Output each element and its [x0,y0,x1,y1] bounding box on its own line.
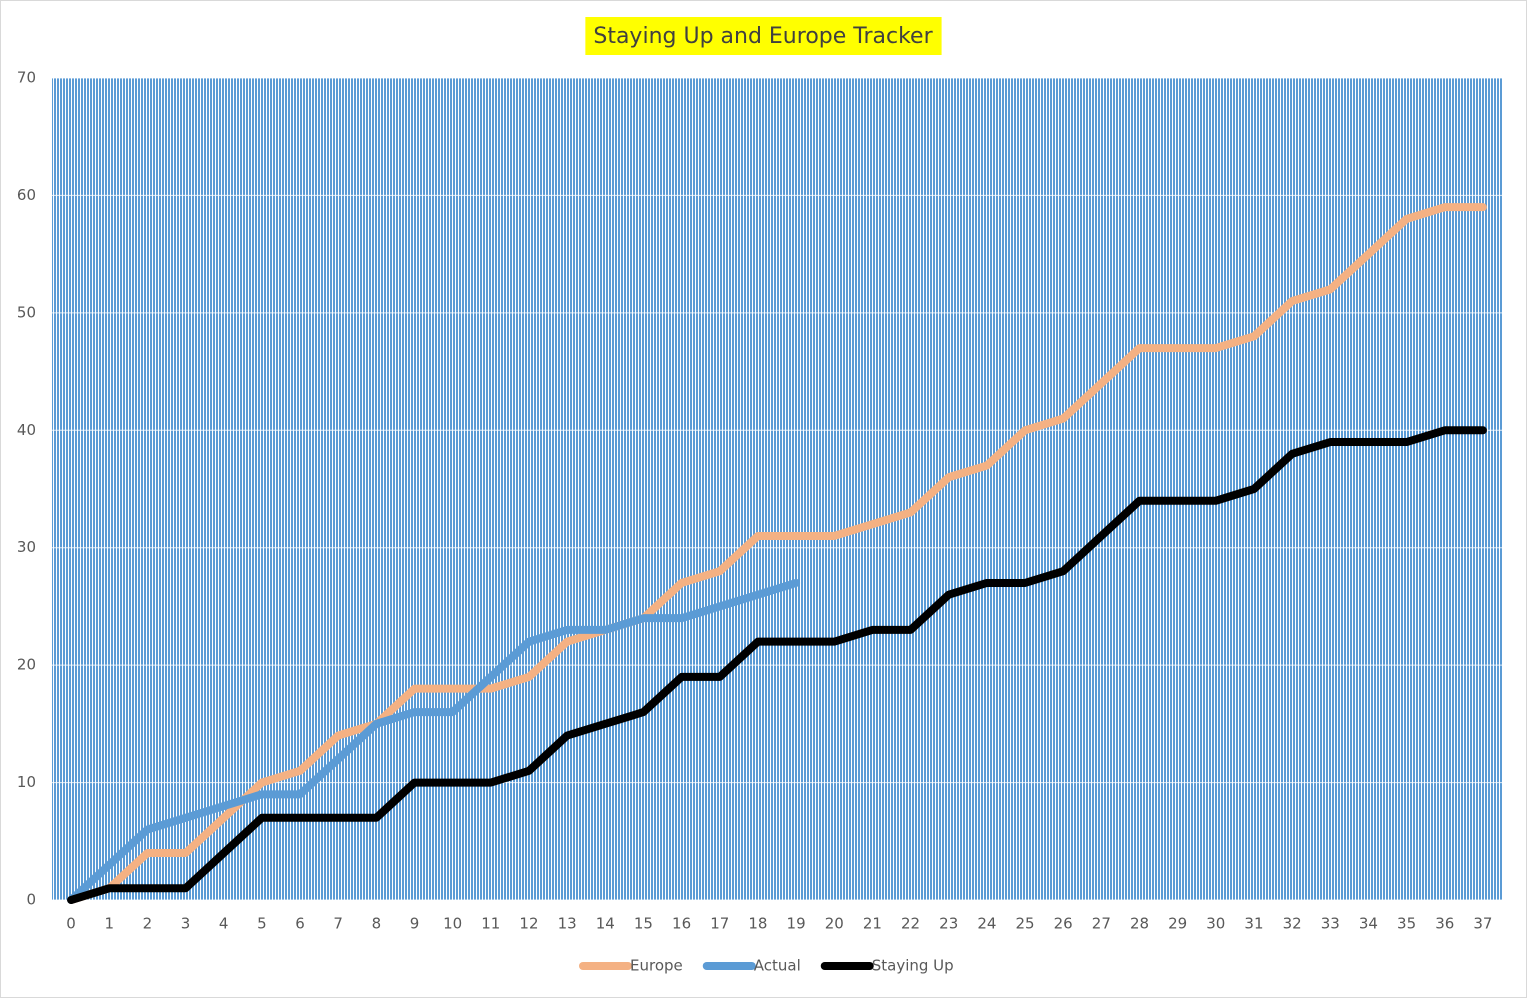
x-tick-label: 10 [443,915,462,933]
x-tick-label: 13 [558,915,577,933]
x-tick-label: 36 [1435,915,1454,933]
x-tick-label: 5 [257,915,267,933]
x-tick-label: 19 [787,915,806,933]
y-tick-label: 10 [17,773,36,791]
series-line [67,426,1487,904]
x-tick-label: 28 [1130,915,1149,933]
x-tick-label: 31 [1244,915,1263,933]
y-tick-label: 40 [17,421,36,439]
x-tick-label: 27 [1092,915,1111,933]
x-tick-label: 22 [901,915,920,933]
x-tick-label: 24 [977,915,996,933]
x-tick-label: 15 [634,915,653,933]
legend-label: Actual [754,957,801,975]
x-tick-label: 33 [1321,915,1340,933]
x-tick-label: 30 [1206,915,1225,933]
y-tick-label: 20 [17,656,36,674]
x-tick-label: 32 [1283,915,1302,933]
x-tick-label: 14 [596,915,615,933]
y-tick-label: 50 [17,303,36,321]
x-tick-label: 3 [181,915,191,933]
chart-title: Staying Up and Europe Tracker [593,24,933,49]
x-tick-label: 4 [219,915,229,933]
x-tick-label: 18 [748,915,767,933]
x-tick-label: 35 [1397,915,1416,933]
y-tick-label: 60 [17,186,36,204]
series-line [67,578,801,904]
x-tick-label: 26 [1054,915,1073,933]
x-tick-label: 12 [519,915,538,933]
series-line [67,203,1487,904]
x-tick-label: 21 [863,915,882,933]
x-tick-label: 34 [1359,915,1378,933]
x-tick-label: 2 [143,915,153,933]
x-tick-label: 29 [1168,915,1187,933]
title-background [585,17,942,55]
x-tick-label: 20 [825,915,844,933]
x-tick-label: 0 [66,915,76,933]
x-tick-label: 23 [939,915,958,933]
y-tick-label: 30 [17,538,36,556]
x-tick-label: 37 [1473,915,1492,933]
x-tick-label: 1 [104,915,114,933]
legend-label: Staying Up [872,957,954,975]
x-tick-label: 16 [672,915,691,933]
x-tick-label: 25 [1015,915,1034,933]
x-tick-label: 8 [372,915,382,933]
x-tick-label: 7 [333,915,343,933]
y-tick-label: 0 [26,891,36,909]
x-tick-label: 17 [710,915,729,933]
x-tick-label: 11 [481,915,500,933]
y-tick-label: 70 [17,69,36,87]
x-tick-label: 6 [295,915,305,933]
plot-area [52,78,1502,900]
legend-label: Europe [630,957,683,975]
x-tick-label: 9 [410,915,420,933]
